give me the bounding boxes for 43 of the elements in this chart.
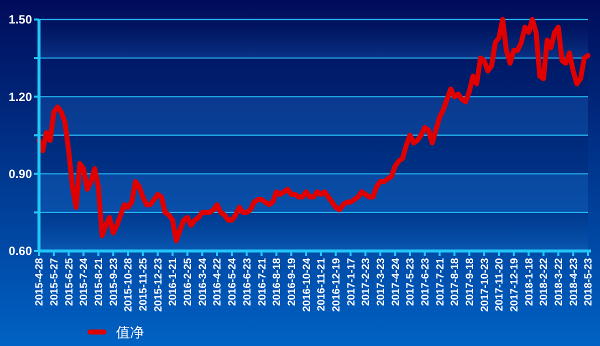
x-tick-label: 2017-7-21 xyxy=(434,258,446,306)
x-tick-label: 2015-7-24 xyxy=(78,258,90,306)
x-tick-label: 2015-5-27 xyxy=(48,258,61,306)
x-tick-label: 2016-7-21 xyxy=(256,258,268,306)
x-tick-label: 2016-11-21 xyxy=(316,258,328,312)
x-tick-label: 2018-4-23 xyxy=(568,258,580,306)
x-tick-label: 2017-11-20 xyxy=(494,258,506,312)
x-tick-label: 2015-11-25 xyxy=(138,258,150,312)
y-tick-label: 0.90 xyxy=(8,167,32,182)
y-tick-label: 1.50 xyxy=(8,12,32,27)
x-tick-label: 2016-4-22 xyxy=(212,258,224,306)
x-tick-label: 2018-3-22 xyxy=(553,258,565,306)
x-tick-label: 2015-4-28 xyxy=(34,258,46,306)
y-tick-label: 0.60 xyxy=(8,244,32,258)
x-tick-label: 2016-3-24 xyxy=(196,258,209,306)
x-tick-label: 2016-12-19 xyxy=(330,258,342,312)
x-tick-label: 2016-1-21 xyxy=(167,258,180,306)
x-tick-label: 2017-5-23 xyxy=(404,258,417,306)
x-tick-label: 2016-2-25 xyxy=(182,258,194,306)
x-tick-label: 2017-6-23 xyxy=(419,258,432,306)
x-tick-label: 2017-12-19 xyxy=(508,258,520,312)
x-tick-label: 2017-8-18 xyxy=(449,258,462,306)
x-tick-label: 2017-3-23 xyxy=(374,258,387,306)
x-tick-label: 2016-5-24 xyxy=(226,258,239,306)
x-tick-label: 2017-9-18 xyxy=(464,258,476,306)
x-tick-label: 2018-5-23 xyxy=(582,258,595,306)
x-tick-label: 2016-10-24 xyxy=(300,258,313,312)
x-tick-label: 2018-2-22 xyxy=(538,258,550,306)
x-tick-label: 2017-1-17 xyxy=(345,258,358,306)
x-tick-label: 2017-10-23 xyxy=(478,258,491,312)
x-tick-label: 2016-9-19 xyxy=(286,258,298,306)
x-tick-label: 2018-1-18 xyxy=(523,258,536,306)
x-tick-label: 2015-6-25 xyxy=(63,258,76,306)
x-tick-label: 2016-8-18 xyxy=(271,258,284,306)
x-tick-label: 2016-6-23 xyxy=(241,258,254,306)
x-tick-label: 2015-8-21 xyxy=(93,258,106,306)
x-tick-label: 2015-10-28 xyxy=(122,258,135,312)
x-tick-label: 2017-4-24 xyxy=(390,258,402,306)
y-tick-label: 1.20 xyxy=(8,90,32,104)
x-tick-label: 2017-2-23 xyxy=(360,258,372,306)
x-tick-label: 2015-9-23 xyxy=(108,258,120,306)
legend-label: 值净 xyxy=(116,324,144,341)
x-tick-label: 2015-12-23 xyxy=(152,258,164,312)
